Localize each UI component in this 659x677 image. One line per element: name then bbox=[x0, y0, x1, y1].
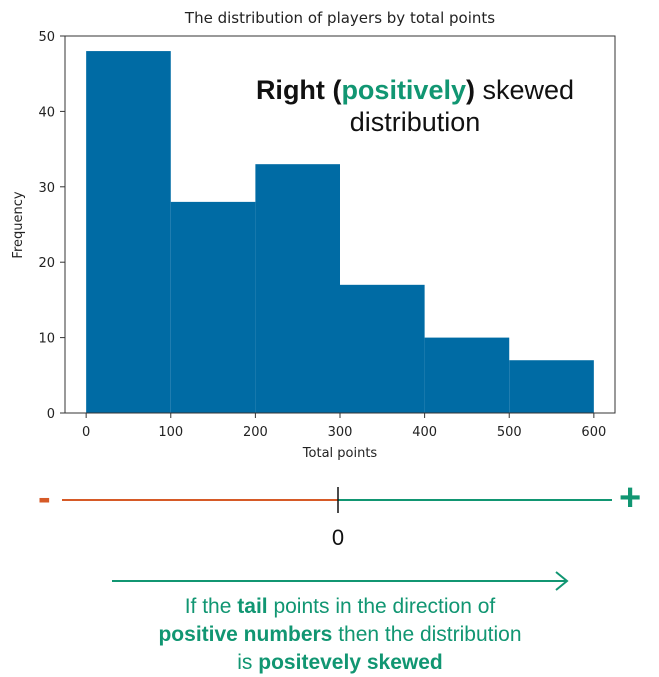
caption-part1: If the bbox=[184, 595, 232, 618]
x-tick-label: 0 bbox=[82, 425, 90, 440]
x-tick-label: 200 bbox=[243, 425, 268, 440]
caption-part4: is bbox=[237, 651, 253, 674]
y-tick-label: 10 bbox=[38, 332, 55, 347]
annotation-right: Right bbox=[255, 75, 325, 105]
y-tick-label: 20 bbox=[38, 256, 55, 271]
histogram-bar bbox=[509, 360, 594, 413]
y-tick-label: 30 bbox=[38, 181, 55, 196]
x-tick-label: 100 bbox=[158, 425, 183, 440]
annotation-positively: positively bbox=[341, 75, 466, 105]
skew-caption: If the tail points in the direction of p… bbox=[100, 593, 580, 677]
histogram-bar bbox=[424, 337, 510, 413]
x-axis-label: Total points bbox=[302, 446, 378, 461]
x-tick-label: 500 bbox=[497, 425, 522, 440]
caption-tail: tail bbox=[237, 595, 268, 618]
caption-part2: points in the direction of bbox=[273, 595, 496, 618]
chart-title: The distribution of players by total poi… bbox=[184, 9, 495, 27]
annotation-paren-open: ( bbox=[332, 75, 342, 105]
x-tick-label: 300 bbox=[328, 425, 353, 440]
annotation-paren-close: ) bbox=[465, 75, 475, 105]
y-tick-label: 40 bbox=[38, 105, 55, 120]
direction-arrow-head-icon bbox=[555, 571, 569, 591]
x-axis-ticks: 0 100 200 300 400 500 600 bbox=[82, 413, 606, 440]
histogram-chart: The distribution of players by total poi… bbox=[11, 9, 616, 461]
annotation-distribution: distribution bbox=[349, 107, 481, 137]
zero-label: 0 bbox=[331, 525, 345, 550]
annotation-skewed: skewed bbox=[482, 75, 575, 105]
y-tick-label: 50 bbox=[38, 30, 55, 45]
plus-sign: + bbox=[619, 477, 642, 519]
y-tick-label: 0 bbox=[47, 407, 55, 422]
caption-positive-numbers: positive numbers bbox=[158, 623, 333, 646]
caption-positevely-skewed: positevely skewed bbox=[258, 651, 443, 674]
y-axis-label: Frequency bbox=[11, 191, 26, 258]
minus-sign: - bbox=[38, 477, 51, 519]
histogram-bar bbox=[86, 51, 171, 413]
histogram-bar bbox=[170, 201, 256, 413]
caption-part3: then the distribution bbox=[338, 623, 522, 646]
x-tick-label: 600 bbox=[581, 425, 606, 440]
skew-annotation: Right (positively) skewed distribution bbox=[215, 74, 615, 138]
y-axis-ticks: 0 10 20 30 40 50 bbox=[38, 30, 65, 422]
histogram-bars bbox=[86, 51, 594, 413]
histogram-bar bbox=[340, 284, 425, 413]
x-tick-label: 400 bbox=[412, 425, 437, 440]
histogram-bar bbox=[255, 164, 340, 413]
